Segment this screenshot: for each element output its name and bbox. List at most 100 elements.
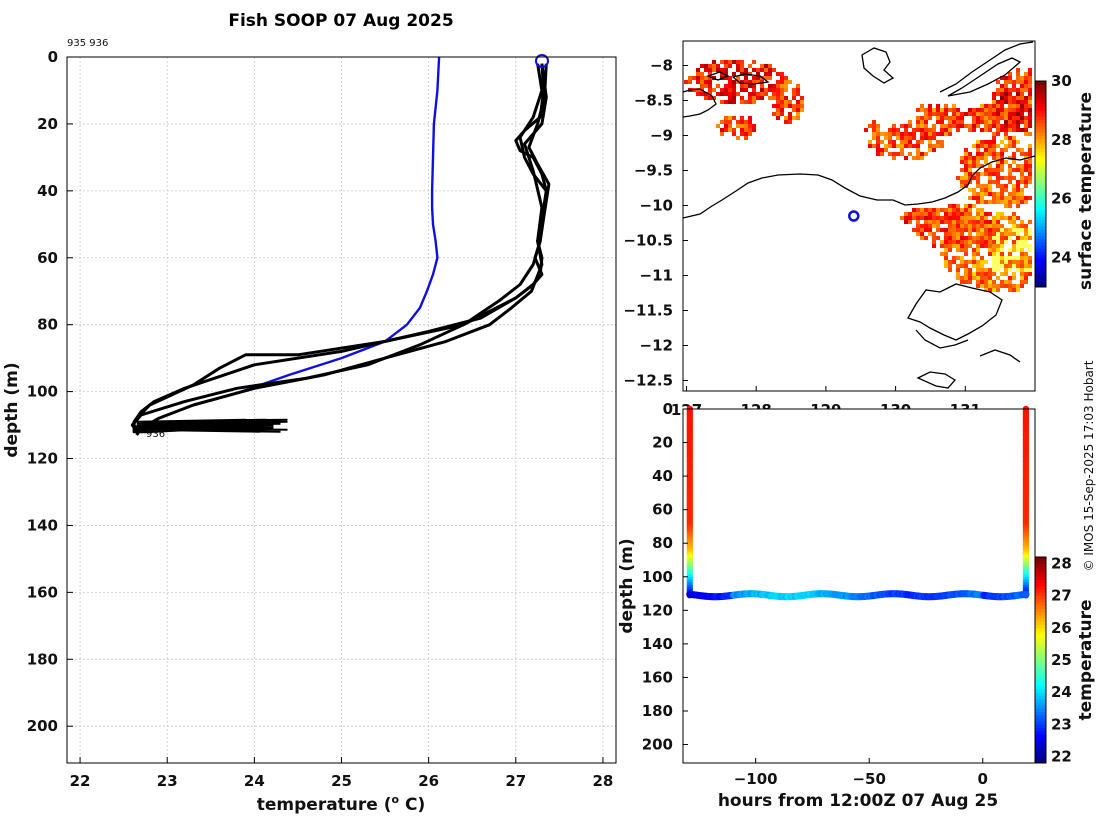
map-sst-cell <box>1004 268 1008 272</box>
map-sst-cell <box>972 272 976 276</box>
map-sst-cell <box>920 124 924 128</box>
map-sst-cell <box>732 96 736 100</box>
section-colorbar-step <box>1035 569 1046 574</box>
map-sst-cell <box>740 128 744 132</box>
map-sst-cell <box>1028 96 1032 100</box>
map-sst-cell <box>936 228 940 232</box>
map-sst-cell <box>776 80 780 84</box>
map-colorbar-step <box>1035 158 1046 162</box>
map-sst-cell <box>992 100 996 104</box>
map-sst-cell <box>984 216 988 220</box>
map-sst-cell <box>1024 224 1028 228</box>
map-sst-cell <box>972 252 976 256</box>
map-sst-cell <box>972 224 976 228</box>
map-sst-cell <box>916 120 920 124</box>
map-sst-cell <box>752 68 756 72</box>
map-sst-cell <box>968 220 972 224</box>
map-sst-cell <box>996 228 1000 232</box>
map-sst-cell <box>752 128 756 132</box>
map-sst-cell <box>732 72 736 76</box>
map-sst-cell <box>928 212 932 216</box>
map-sst-cell <box>1012 100 1016 104</box>
map-sst-cell <box>972 120 976 124</box>
map-sst-cell <box>976 108 980 112</box>
map-sst-cell <box>1004 84 1008 88</box>
map-sst-cell <box>1012 168 1016 172</box>
map-sst-cell <box>740 132 744 136</box>
map-sst-cell <box>732 80 736 84</box>
map-sst-cell <box>992 140 996 144</box>
map-sst-cell <box>1016 288 1020 292</box>
section-colorbar-tick: 24 <box>1051 683 1072 701</box>
map-sst-cell <box>736 64 740 68</box>
map-sst-cell <box>1020 224 1024 228</box>
map-sst-cell <box>772 84 776 88</box>
map-sst-cell <box>764 88 768 92</box>
map-sst-cell <box>716 84 720 88</box>
map-sst-cell <box>944 212 948 216</box>
map-sst-cell <box>952 212 956 216</box>
map-sst-cell <box>980 228 984 232</box>
map-sst-cell <box>964 220 968 224</box>
map-colorbar-step <box>1035 90 1046 95</box>
profile-ytick-label: 60 <box>37 249 58 267</box>
map-colorbar-step <box>1035 212 1046 217</box>
map-sst-cell <box>988 172 992 176</box>
map-sst-cell <box>984 200 988 204</box>
map-sst-cell <box>996 240 1000 244</box>
section-ytick-label: 0 <box>663 400 673 418</box>
map-sst-cell <box>972 204 976 208</box>
map-sst-cell <box>1000 224 1004 228</box>
map-sst-cell <box>944 264 948 268</box>
map-sst-cell <box>916 156 920 160</box>
map-sst-cell <box>984 288 988 292</box>
section-colorbar-tick: 27 <box>1051 587 1072 605</box>
map-sst-cell <box>784 76 788 80</box>
map-sst-cell <box>1008 96 1012 100</box>
map-sst-cell <box>968 176 972 180</box>
section-colorbar-step <box>1035 759 1046 764</box>
section-marks <box>686 405 1030 601</box>
map-sst-cell <box>740 96 744 100</box>
map-sst-cell <box>968 280 972 284</box>
map-sst-cell <box>1024 272 1028 276</box>
map-sst-cell <box>908 216 912 220</box>
map-sst-cell <box>1020 192 1024 196</box>
profile-xtick-label: 26 <box>418 772 439 790</box>
map-colorbar-step <box>1035 254 1046 259</box>
map-sst-cell <box>964 276 968 280</box>
map-sst-cell <box>1028 76 1032 80</box>
section-colorbar-step <box>1035 640 1046 645</box>
map-sst-cell <box>976 260 980 264</box>
profile-ytick-label: 200 <box>27 717 58 735</box>
map-sst-cell <box>1028 272 1032 276</box>
map-sst-cell <box>1016 88 1020 92</box>
map-colorbar-step <box>1035 103 1046 108</box>
map-sst-cell <box>1024 252 1028 256</box>
map-sst-cell <box>960 248 964 252</box>
section-colorbar-step <box>1035 688 1046 693</box>
map-sst-cell <box>748 64 752 68</box>
map-sst-cell <box>944 248 948 252</box>
map-sst-cell <box>932 124 936 128</box>
map-ytick-label: −9.5 <box>634 162 673 180</box>
map-sst-cell <box>1024 164 1028 168</box>
map-sst-cell <box>988 176 992 180</box>
map-sst-cell <box>908 120 912 124</box>
map-sst-cell <box>916 208 920 212</box>
map-sst-cell <box>1000 184 1004 188</box>
map-sst-cell <box>696 92 700 96</box>
map-sst-cell <box>892 124 896 128</box>
map-sst-cell <box>1024 260 1028 264</box>
profile-ytick-label: 80 <box>37 316 58 334</box>
map-sst-cell <box>1012 108 1016 112</box>
section-colorbar-step <box>1035 750 1046 754</box>
map-colorbar-step <box>1035 116 1046 121</box>
map-sst-cell <box>1028 196 1032 200</box>
map-sst-cell <box>924 128 928 132</box>
map-sst-cell <box>968 156 972 160</box>
map-sst-cell <box>924 220 928 224</box>
map-colorbar-step <box>1035 222 1046 227</box>
map-sst-cell <box>972 264 976 268</box>
map-sst-cell <box>952 220 956 224</box>
